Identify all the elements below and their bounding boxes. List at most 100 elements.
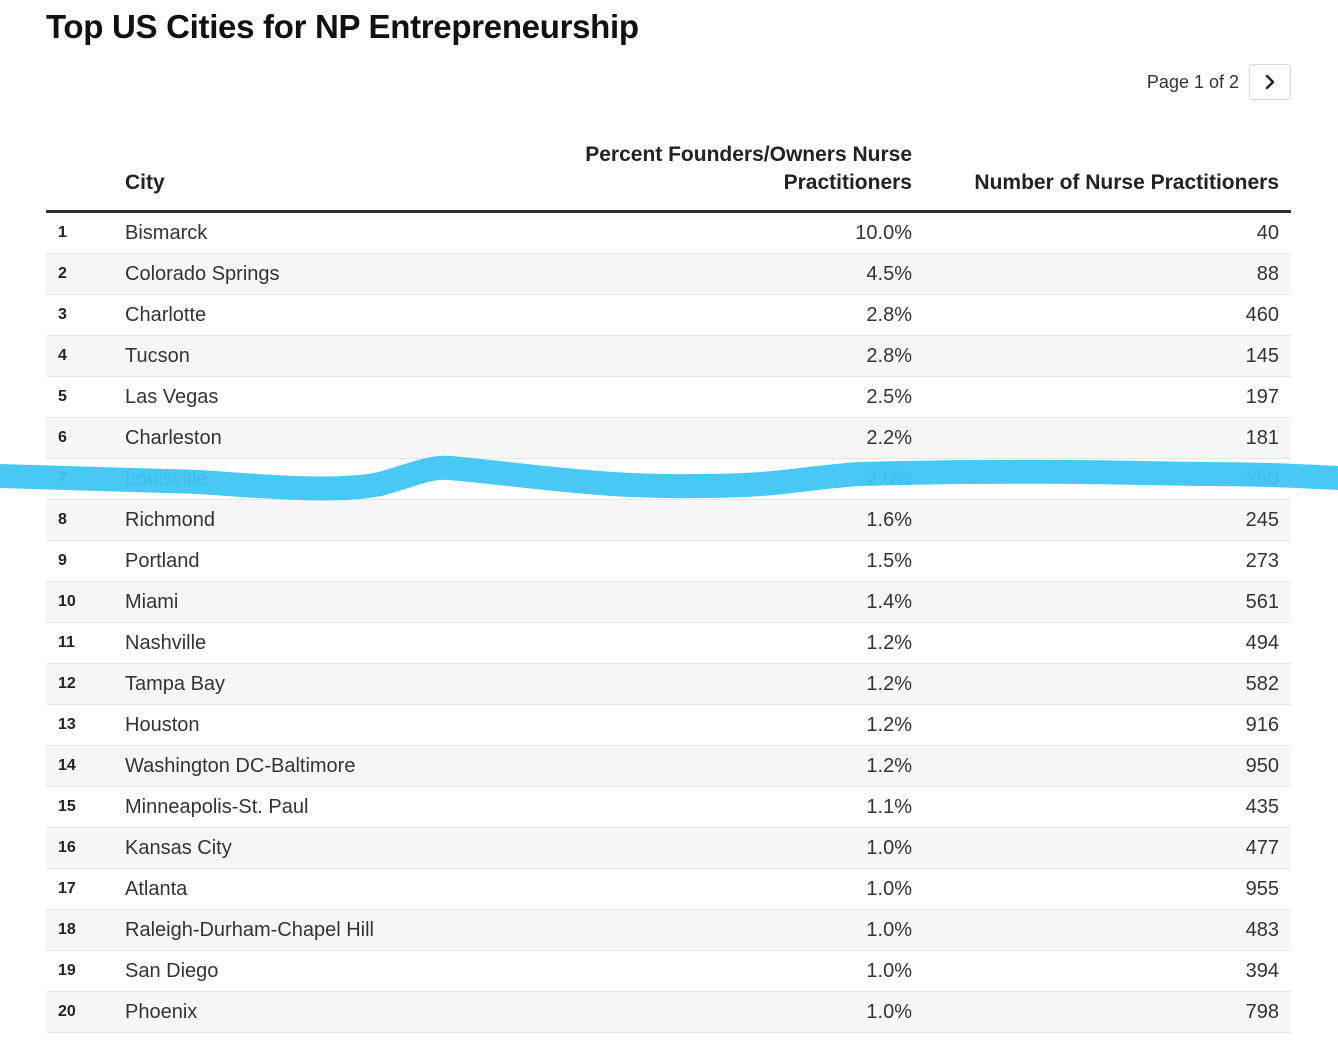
rank-cell: 20 [58,1003,76,1020]
table-row: 18 Raleigh-Durham-Chapel Hill 1.0% 483 [46,910,1291,951]
number-cell: 955 [1245,878,1279,900]
table-row: 13 Houston 1.2% 916 [46,705,1291,746]
rank-cell: 16 [58,839,76,856]
city-cell: Raleigh-Durham-Chapel Hill [125,919,374,941]
city-cell: Louisville [125,468,208,490]
city-cell: Portland [125,550,200,572]
percent-cell: 2.8% [866,304,912,326]
city-cell: Tucson [125,345,190,367]
city-cell: Charlotte [125,304,207,326]
column-header-percent[interactable]: Percent Founders/Owners Nurse Practition… [585,141,912,197]
rank-cell: 19 [58,962,76,979]
city-cell: Las Vegas [125,386,219,408]
table-row: 10 Miami 1.4% 561 [46,582,1291,623]
rank-cell: 14 [58,757,76,774]
percent-cell: 2.8% [866,345,912,367]
number-cell: 181 [1245,427,1279,449]
city-cell: Minneapolis-St. Paul [125,796,309,818]
percent-cell: 1.1% [866,796,912,818]
number-cell: 460 [1245,304,1279,326]
rank-cell: 10 [58,593,76,610]
percent-cell: 1.0% [866,960,912,982]
table-row: 3 Charlotte 2.8% 460 [46,295,1291,336]
table-row: 11 Nashville 1.2% 494 [46,623,1291,664]
rank-cell: 4 [58,347,67,364]
number-cell: 582 [1245,673,1279,695]
number-cell: 435 [1245,796,1279,818]
table-row: 19 San Diego 1.0% 394 [46,951,1291,992]
table-row: 5 Las Vegas 2.5% 197 [46,377,1291,418]
rank-cell: 11 [58,634,75,651]
chevron-right-icon [1265,74,1275,90]
rank-cell: 6 [58,429,67,446]
table-row: 17 Atlanta 1.0% 955 [46,869,1291,910]
city-cell: Miami [125,591,179,613]
table-row: 9 Portland 1.5% 273 [46,541,1291,582]
city-cell: Tampa Bay [125,673,226,695]
percent-cell: 1.0% [866,1001,912,1023]
rank-cell: 18 [58,921,76,938]
city-cell: Houston [125,714,200,736]
table-row: 16 Kansas City 1.0% 477 [46,828,1291,869]
percent-cell: 1.2% [866,755,912,777]
number-cell: 88 [1256,263,1279,285]
number-cell: 145 [1245,345,1279,367]
rank-cell: 15 [58,798,76,815]
city-cell: Washington DC-Baltimore [125,755,356,777]
percent-cell: 4.5% [866,263,912,285]
table-row: 6 Charleston 2.2% 181 [46,418,1291,459]
percent-cell: 2.0% [866,468,912,490]
column-header-number[interactable]: Number of Nurse Practitioners [974,171,1279,194]
page-title: Top US Cities for NP Entrepreneurship [46,8,639,45]
number-cell: 950 [1245,755,1279,777]
number-cell: 477 [1245,837,1279,859]
rank-cell: 7 [58,470,67,487]
number-cell: 273 [1245,550,1279,572]
number-cell: 561 [1245,591,1279,613]
rank-cell: 8 [58,511,67,528]
percent-cell: 1.6% [866,509,912,531]
number-cell: 394 [1245,960,1279,982]
percent-cell: 1.0% [866,837,912,859]
table-row: 12 Tampa Bay 1.2% 582 [46,664,1291,705]
rank-cell: 12 [58,675,76,692]
rank-cell: 13 [58,716,76,733]
number-cell: 245 [1245,509,1279,531]
page-indicator: Page 1 of 2 [1146,71,1239,92]
pagination: Page 1 of 2 [1147,63,1291,101]
percent-cell: 10.0% [855,222,912,244]
next-page-button[interactable] [1249,64,1291,100]
table-row: 7 Louisville 2.0% 250 [46,459,1291,500]
city-cell: San Diego [125,960,219,982]
table-row: 20 Phoenix 1.0% 798 [46,992,1291,1033]
table-row: 8 Richmond 1.6% 245 [46,500,1291,541]
number-cell: 916 [1245,714,1279,736]
number-cell: 40 [1256,222,1279,244]
table-row: 14 Washington DC-Baltimore 1.2% 950 [46,746,1291,787]
cities-table: City Percent Founders/Owners Nurse Pract… [46,140,1291,1033]
column-header-city[interactable]: City [125,171,165,194]
city-cell: Nashville [125,632,207,654]
city-cell: Kansas City [125,837,232,859]
number-cell: 798 [1245,1001,1279,1023]
rank-cell: 5 [58,388,67,405]
percent-cell: 1.2% [866,714,912,736]
city-cell: Bismarck [125,222,208,244]
percent-cell: 1.0% [866,878,912,900]
percent-cell: 1.2% [866,632,912,654]
rank-cell: 17 [58,880,76,897]
number-cell: 483 [1245,919,1279,941]
rank-cell: 3 [58,306,67,323]
number-cell: 197 [1245,386,1279,408]
table-row: 4 Tucson 2.8% 145 [46,336,1291,377]
rank-cell: 1 [58,224,67,241]
table-row: 1 Bismarck 10.0% 40 [46,213,1291,254]
city-cell: Charleston [125,427,222,449]
city-cell: Richmond [125,509,216,531]
table-row: 15 Minneapolis-St. Paul 1.1% 435 [46,787,1291,828]
table-row: 2 Colorado Springs 4.5% 88 [46,254,1291,295]
number-cell: 494 [1245,632,1279,654]
percent-cell: 2.2% [866,427,912,449]
percent-cell: 1.2% [866,673,912,695]
percent-cell: 1.5% [866,550,912,572]
